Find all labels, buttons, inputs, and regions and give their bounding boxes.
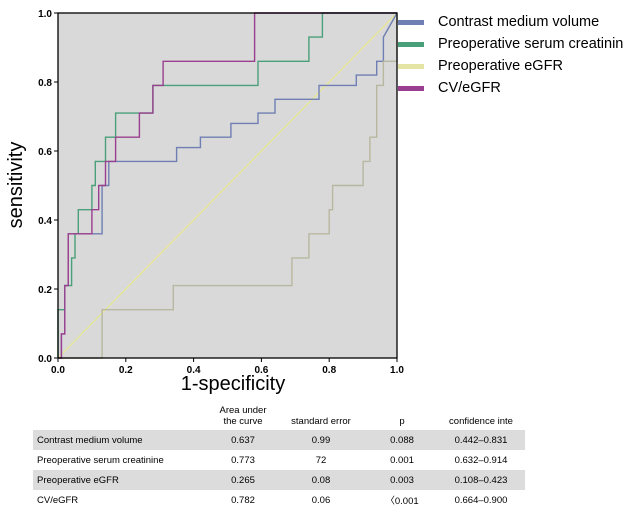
row-auc: 0.773	[231, 454, 255, 466]
row-auc: 0.782	[231, 494, 255, 506]
x-axis-label: 1-specificity	[181, 373, 285, 395]
legend-swatch	[398, 20, 424, 25]
table-header-name	[33, 404, 211, 430]
y-tick-label: 0.8	[38, 78, 52, 89]
row-name: CV/eGFR	[37, 494, 79, 506]
row-se: 0.99	[275, 430, 367, 450]
legend-label: CV/eGFR	[438, 80, 501, 96]
row-name: Contrast medium volume	[33, 430, 211, 450]
row-p: 〈0.001	[385, 496, 419, 507]
row-p: 0.001	[390, 454, 414, 466]
row-name: Preoperative eGFR	[33, 470, 211, 490]
x-tick-label: 0.0	[51, 365, 65, 376]
table-header-auc: Area under the curve	[219, 405, 267, 427]
row-auc: 0.265	[211, 470, 275, 490]
row-ci: 0.442–0.831	[437, 430, 525, 450]
series-line-preoperative-egfr	[58, 13, 398, 359]
x-tick-label: 1.0	[390, 365, 404, 376]
auc-table: Area under the curve standard error p co…	[33, 404, 525, 510]
legend-swatch	[398, 42, 424, 47]
row-p: 0.088	[367, 430, 437, 450]
legend-swatch	[398, 64, 424, 69]
row-se: 72	[315, 454, 327, 466]
x-tick-label: 0.8	[322, 365, 336, 376]
y-tick-label: 1.0	[38, 9, 52, 20]
x-tick-label: 0.4	[187, 365, 201, 376]
y-tick-label: 0.0	[38, 354, 52, 365]
y-axis-label: sensitivity	[5, 142, 27, 229]
series-line-cv-egfr	[58, 12, 397, 359]
reference-line	[57, 12, 398, 359]
roc-chart: 0.0 0.2 0.4 0.6 0.8 1.0 0.0 0.2 0.4 0.6 0.8 1.0 sen…	[5, 9, 404, 395]
x-tick-label: 0.6	[254, 365, 268, 376]
axis-ticks: 0.0 0.2 0.4 0.6 0.8 1.0 0.0 0.2 0.4 0.6 0.8 1.0	[38, 9, 404, 376]
series-group	[57, 12, 398, 359]
table-row: Preoperative eGFR 0.265 0.08 0.003 0.108…	[33, 470, 525, 490]
table-row: Preoperative serum creatinine 0.773 72 0…	[33, 450, 525, 470]
x-tick-label: 0.2	[119, 365, 133, 376]
row-ci: 0.632–0.914	[454, 454, 508, 466]
legend-label: Contrast medium volume	[438, 14, 600, 30]
y-tick-label: 0.4	[38, 216, 52, 227]
y-tick-label: 0.6	[38, 147, 52, 158]
legend-label: Preoperative eGFR	[438, 58, 563, 74]
table-header-ci: confidence inte	[449, 416, 513, 427]
row-name: Preoperative serum creatinine	[37, 454, 164, 466]
table-header-se: standard error	[291, 416, 351, 427]
row-se: 0.08	[275, 470, 367, 490]
y-tick-label: 0.2	[38, 285, 52, 296]
row-p: 0.003	[367, 470, 437, 490]
table-row: CV/eGFR 0.782 0.06 〈0.001 0.664–0.900	[33, 490, 525, 510]
row-se: 0.06	[311, 494, 331, 506]
plot-frame	[57, 12, 398, 359]
row-ci: 0.108–0.423	[437, 470, 525, 490]
row-auc: 0.637	[211, 430, 275, 450]
legend-swatch	[398, 86, 424, 91]
table-header-row: Area under the curve standard error p co…	[33, 404, 525, 430]
table-row: Contrast medium volume 0.637 0.99 0.088 …	[33, 430, 525, 450]
table-header-p: p	[399, 416, 405, 427]
row-ci: 0.664–0.900	[454, 494, 508, 506]
legend-label: Preoperative serum creatinine	[438, 36, 624, 52]
